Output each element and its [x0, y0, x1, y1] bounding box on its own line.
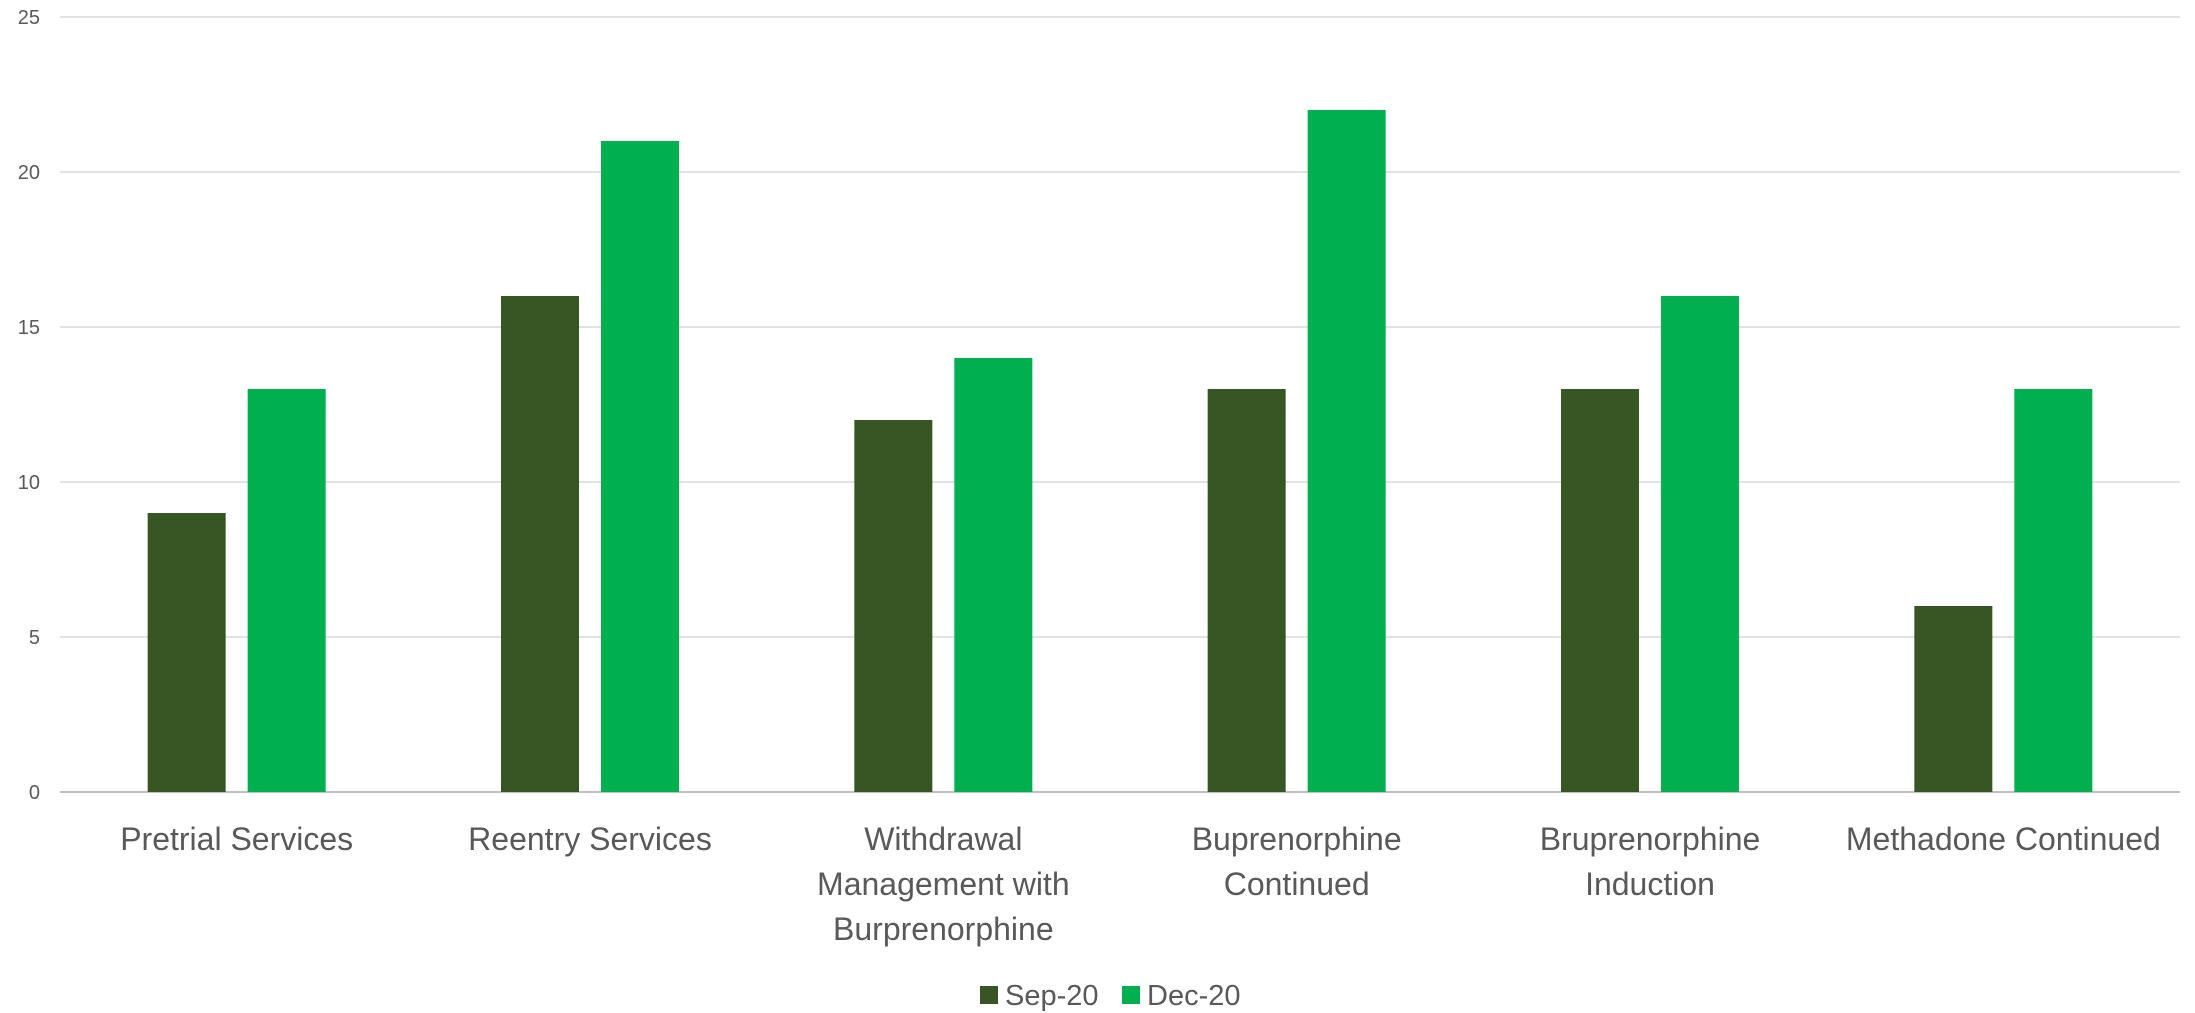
- bar-sep-20-0: [147, 513, 226, 792]
- x-category-label: Bruprenorphine Induction: [1540, 821, 1761, 902]
- legend-label-dec-20: Dec-20: [1147, 980, 1241, 1012]
- bar-dec-20-5: [2014, 389, 2093, 792]
- y-axis-tick-labels: 0 5 10 15 20 25: [18, 7, 40, 804]
- bar-dec-20-0: [247, 389, 326, 792]
- bar-dec-20-3: [1307, 110, 1386, 792]
- x-category-label: Methadone Continued: [1846, 821, 2161, 857]
- x-category-label: Withdrawal Management with Burprenorphine: [817, 821, 1070, 947]
- y-tick-label: 20: [18, 162, 40, 184]
- legend-label-sep-20: Sep-20: [1005, 980, 1099, 1012]
- bar-sep-20-4: [1561, 389, 1639, 792]
- y-tick-label: 0: [29, 782, 40, 804]
- x-category-label: Buprenorphine Continued: [1192, 821, 1402, 902]
- bar-dec-20-1: [601, 141, 679, 792]
- y-tick-label: 10: [18, 472, 40, 494]
- x-axis-category-labels: Pretrial Services Reentry Services Withdra…: [120, 821, 2161, 947]
- legend-swatch-dec-20: [1122, 986, 1140, 1004]
- y-tick-label: 25: [18, 7, 40, 29]
- x-category-label: Pretrial Services: [120, 821, 353, 857]
- legend-swatch-sep-20: [980, 986, 998, 1004]
- gridlines: [60, 16, 2180, 793]
- x-category-label: Reentry Services: [468, 821, 712, 857]
- legend: Sep-20 Dec-20: [980, 980, 1241, 1012]
- bar-sep-20-3: [1207, 389, 1286, 792]
- bar-sep-20-1: [501, 296, 579, 792]
- bars: [147, 110, 2093, 792]
- bar-sep-20-5: [1914, 606, 1993, 792]
- bar-dec-20-4: [1661, 296, 1739, 792]
- y-tick-label: 15: [18, 317, 40, 339]
- y-tick-label: 5: [29, 627, 40, 649]
- bar-sep-20-2: [854, 420, 933, 792]
- bar-dec-20-2: [954, 358, 1033, 792]
